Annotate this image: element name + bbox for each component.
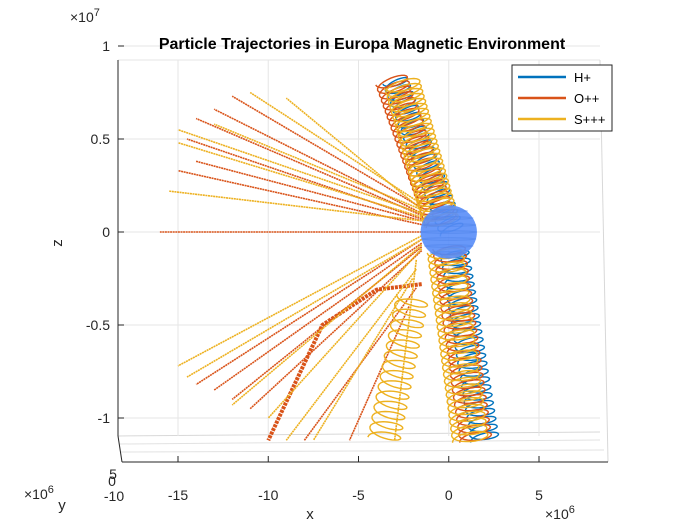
y-tick-label: 5 (109, 466, 117, 482)
x-tick-label: 0 (445, 487, 453, 503)
y-tick-label: -10 (104, 488, 124, 504)
trajectory-ray (285, 97, 423, 211)
z-tick-label: 0 (102, 224, 110, 240)
trajectory-ray (168, 190, 422, 222)
trajectory-ray (213, 242, 423, 391)
trajectory-ray (186, 238, 423, 378)
x-axis-label: x (306, 506, 314, 523)
trajectory-ray (393, 259, 418, 441)
x-tick-label: -10 (258, 487, 278, 503)
trajectory-spiral (383, 77, 459, 228)
europa-mesh-line (421, 237, 477, 241)
europa-mesh-line (429, 251, 468, 255)
x-tick-label: -5 (352, 487, 365, 503)
legend-label: S+++ (574, 112, 605, 127)
trajectory-ray (348, 306, 410, 441)
europa-mesh-line (429, 209, 468, 213)
x-exponent: ×106 (545, 504, 575, 522)
trajectory-ray (285, 268, 417, 441)
z-axis-label: z (49, 239, 66, 247)
y-exponent: ×106 (24, 484, 54, 502)
legend: H+ O++ S+++ (511, 64, 613, 132)
trajectory-ray (312, 278, 414, 441)
europa-mesh-line (423, 216, 474, 220)
y-tick-labels: 50-10 (104, 466, 124, 504)
legend-label: O++ (574, 91, 599, 106)
svg-text:×106: ×106 (24, 484, 54, 502)
trajectory-ray (177, 141, 422, 218)
trajectory-ray (186, 138, 422, 220)
z-tick-label: 1 (102, 38, 110, 54)
europa-mesh-line (423, 244, 474, 248)
trajectory-ray (213, 108, 423, 215)
series-Splusplusplus (168, 77, 489, 443)
z-tick-label: 0.5 (91, 131, 111, 147)
chart-title: Particle Trajectories in Europa Magnetic… (159, 36, 566, 53)
europa-mesh-line (421, 223, 477, 227)
trajectory-ray (195, 117, 423, 217)
y-tick-label: 0 (108, 473, 116, 489)
trajectory-ray (213, 123, 423, 211)
x-tick-label: -15 (168, 487, 188, 503)
z-exponent: ×107 (70, 7, 100, 25)
x-tick-label: 5 (535, 487, 543, 503)
z-tick-label: -1 (98, 410, 111, 426)
legend-label: H+ (574, 70, 591, 85)
trajectory-thick (266, 282, 422, 442)
trajectory-ray (231, 95, 423, 209)
europa-mesh-line (420, 230, 478, 234)
europa-surface (420, 205, 477, 259)
europa-sphere (420, 205, 478, 259)
trajectory-ray (231, 244, 423, 406)
series-Oplusplus (159, 74, 493, 443)
svg-text:×107: ×107 (70, 7, 100, 25)
z-tick-labels: 1 0.5 0 -0.5 -1 (86, 38, 124, 426)
z-tick-label: -0.5 (86, 317, 110, 333)
svg-text:×106: ×106 (545, 504, 575, 522)
trajectory-ray (177, 234, 423, 367)
trajectory-ray (267, 248, 423, 419)
y-axis-label: y (58, 497, 66, 514)
trajectory-spiral (426, 247, 489, 443)
trajectory-ray (249, 250, 423, 410)
trajectory-ray (195, 238, 423, 386)
x-tick-labels: -15 -10 -5 0 5 (168, 456, 543, 503)
trajectory-ray (177, 128, 422, 215)
